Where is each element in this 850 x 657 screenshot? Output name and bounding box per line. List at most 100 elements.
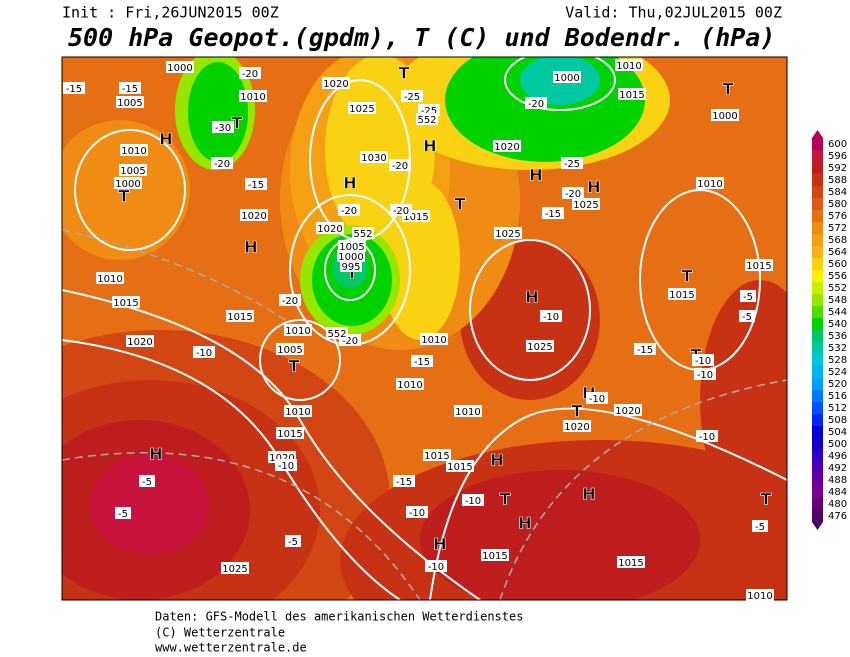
colorbar-swatch xyxy=(812,486,823,498)
contour-label: -10 xyxy=(278,461,294,472)
label-box xyxy=(740,290,756,302)
contour-label: -5 xyxy=(142,477,152,488)
contour-label: 1025 xyxy=(222,564,247,575)
colorbar-label: 508 xyxy=(828,415,847,426)
colorbar-label: 592 xyxy=(828,163,847,174)
label-box xyxy=(562,187,584,199)
label-box xyxy=(420,333,448,345)
label-box xyxy=(120,144,148,156)
contour-label: -10 xyxy=(695,356,711,367)
valid-time: Valid: Thu,02JUL2015 00Z xyxy=(565,4,782,22)
colorbar-label: 488 xyxy=(828,475,847,486)
colorbar-swatch xyxy=(812,474,823,486)
label-box xyxy=(540,310,562,322)
label-box xyxy=(245,178,267,190)
contour-label: 1005 xyxy=(120,166,145,177)
label-box xyxy=(618,88,646,100)
colorbar-swatch xyxy=(812,294,823,306)
colorbar-swatch xyxy=(812,426,823,438)
label-box xyxy=(692,354,714,366)
low-pressure-center: T xyxy=(232,114,243,133)
label-box xyxy=(694,368,716,380)
contour-label: 1020 xyxy=(323,79,348,90)
contour-label: 1010 xyxy=(455,407,480,418)
label-box xyxy=(240,209,268,221)
init-time: Init : Fri,26JUN2015 00Z xyxy=(62,4,279,22)
contour-label: 1005 xyxy=(117,98,142,109)
colorbar-label: 564 xyxy=(828,247,847,258)
colorbar-label: 532 xyxy=(828,343,847,354)
contour-label: 1015 xyxy=(618,558,643,569)
colorbar-label: 504 xyxy=(828,427,847,438)
colorbar-swatch xyxy=(812,342,823,354)
label-box xyxy=(226,310,254,322)
label-box xyxy=(446,460,474,472)
low-pressure-center: T xyxy=(399,64,410,83)
colorbar-swatch xyxy=(812,450,823,462)
label-box xyxy=(338,240,366,252)
contour-label: -5 xyxy=(755,522,765,533)
label-box xyxy=(63,82,85,94)
footer-copyright: (C) Wetterzentrale xyxy=(155,626,285,640)
colorbar-swatch xyxy=(812,198,823,210)
contour-label: 1005 xyxy=(339,242,364,253)
low-pressure-center: T xyxy=(455,195,466,214)
label-box xyxy=(711,109,739,121)
low-pressure-center: T xyxy=(119,187,130,206)
label-box xyxy=(119,164,147,176)
label-box xyxy=(634,343,656,355)
label-box xyxy=(326,327,348,339)
contour-label: 1020 xyxy=(317,224,342,235)
label-box xyxy=(416,113,438,125)
contour-label: 1025 xyxy=(527,342,552,353)
contour-label: -20 xyxy=(393,206,409,217)
contour-label: 1000 xyxy=(554,73,579,84)
label-box xyxy=(239,67,261,79)
contour-label: 1000 xyxy=(338,252,363,263)
label-box xyxy=(166,61,194,73)
contour-label: 1025 xyxy=(495,229,520,240)
contour-label: -10 xyxy=(409,508,425,519)
low-pressure-center: T xyxy=(761,490,772,509)
label-box xyxy=(276,427,304,439)
high-pressure-center: H xyxy=(529,166,542,185)
contour-label: -20 xyxy=(528,99,544,110)
colorbar-label: 584 xyxy=(828,187,847,198)
contour-label: 1015 xyxy=(424,451,449,462)
high-pressure-center: H xyxy=(490,451,503,470)
colorbar-swatch xyxy=(812,246,823,258)
low-pressure-center: T xyxy=(289,357,300,376)
colorbar-swatch xyxy=(812,306,823,318)
label-box xyxy=(239,90,267,102)
map-title: 500 hPa Geopot.(gpdm), T (C) und Bodendr… xyxy=(68,23,775,52)
contour-label: -15 xyxy=(545,209,561,220)
colorbar-swatch xyxy=(812,510,823,522)
contour-label: -20 xyxy=(242,69,258,80)
contour-label: 1020 xyxy=(494,142,519,153)
label-box xyxy=(338,204,360,216)
low-pressure-center: T xyxy=(500,490,511,509)
label-box xyxy=(126,335,154,347)
label-box xyxy=(212,121,234,133)
contour-label: 1015 xyxy=(403,212,428,223)
colorbar-swatch xyxy=(812,354,823,366)
label-box xyxy=(96,272,124,284)
label-box xyxy=(284,324,312,336)
contour-label: 1010 xyxy=(285,326,310,337)
colorbar-label: 476 xyxy=(828,511,847,522)
contour-label: 1010 xyxy=(421,335,446,346)
contour-label: -15 xyxy=(66,84,82,95)
contour-label: -20 xyxy=(565,189,581,200)
label-box xyxy=(668,288,696,300)
map-field xyxy=(62,57,787,600)
label-box xyxy=(352,227,374,239)
contour-label: 1020 xyxy=(615,406,640,417)
label-box xyxy=(279,294,301,306)
colorbar-swatch xyxy=(812,210,823,222)
low-pressure-center: T xyxy=(682,267,693,286)
colorbar-label: 548 xyxy=(828,295,847,306)
contour-label: 1020 xyxy=(269,453,294,464)
label-box xyxy=(275,459,297,471)
contour-label: 552 xyxy=(353,229,372,240)
